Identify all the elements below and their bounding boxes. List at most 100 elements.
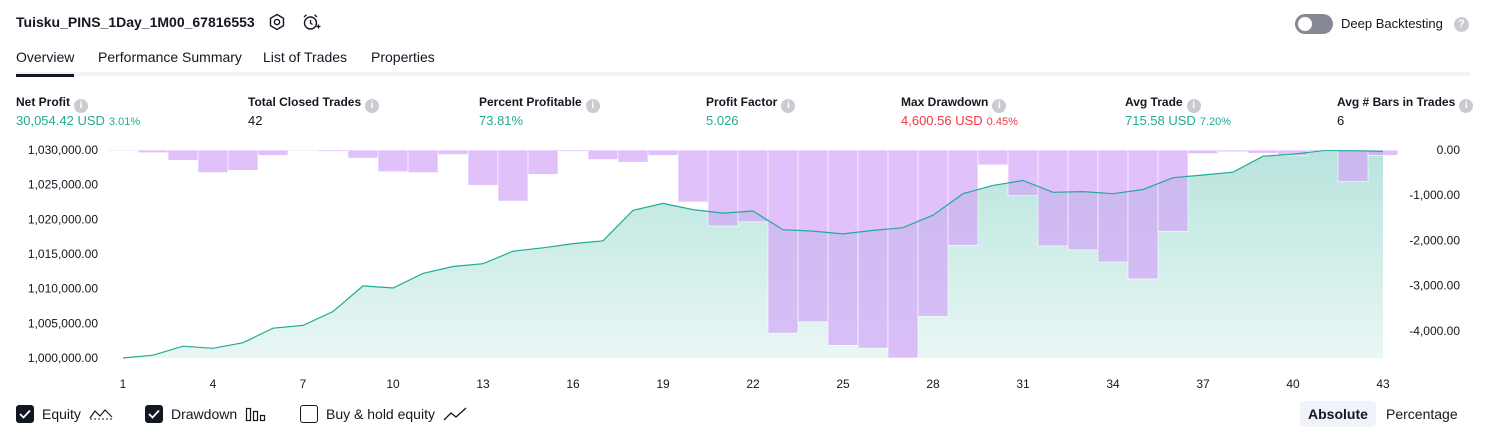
drawdown-bar xyxy=(1218,150,1248,152)
metric-value: 5.026 xyxy=(706,113,739,128)
y-right-tick-label: -2,000.00 xyxy=(1409,233,1460,247)
y-right-tick-label: -1,000.00 xyxy=(1409,188,1460,202)
toggle-knob xyxy=(1298,17,1312,31)
legend-drawdown[interactable]: Drawdown xyxy=(145,402,267,426)
avg-bars-value: 6 xyxy=(1337,113,1344,128)
info-icon[interactable]: i xyxy=(1187,99,1201,113)
metric-value: 73.81% xyxy=(479,113,523,128)
metric-value: 6 xyxy=(1337,113,1344,128)
x-tick-label: 34 xyxy=(1106,377,1120,391)
drawdown-bar xyxy=(1188,150,1218,154)
x-tick-label: 31 xyxy=(1016,377,1030,391)
report-header: Tuisku_PINS_1Day_1M00_67816553 Deep Back… xyxy=(0,0,1486,44)
gear-icon[interactable] xyxy=(267,12,287,32)
tab-list-of-trades[interactable]: List of Trades xyxy=(263,49,347,65)
drawdown-bar xyxy=(1068,150,1098,250)
drawdown-bar xyxy=(588,150,618,160)
y-right-tick-label: 0.00 xyxy=(1437,143,1461,157)
strategy-title: Tuisku_PINS_1Day_1M00_67816553 xyxy=(16,14,255,30)
profit-factor-value: 5.026 xyxy=(706,113,739,128)
drawdown-bar xyxy=(828,150,858,345)
x-tick-label: 28 xyxy=(926,377,940,391)
info-icon[interactable]: i xyxy=(992,99,1006,113)
metric-label: Net Profit xyxy=(16,95,70,109)
drawdown-bar xyxy=(438,150,468,155)
x-tick-label: 19 xyxy=(656,377,670,391)
drawdown-bar xyxy=(1128,150,1158,279)
x-tick-label: 16 xyxy=(566,377,580,391)
report-tabs: Overview Performance Summary List of Tra… xyxy=(16,42,1470,76)
equity-checkbox[interactable] xyxy=(16,405,34,423)
drawdown-label: Drawdown xyxy=(171,406,237,422)
metric-label: Total Closed Trades xyxy=(248,95,361,109)
drawdown-bar xyxy=(138,150,168,153)
drawdown-bar xyxy=(318,150,348,151)
drawdown-bar xyxy=(348,150,378,158)
x-tick-label: 40 xyxy=(1286,377,1300,391)
drawdown-bar xyxy=(768,150,798,333)
y-left-tick-label: 1,015,000.00 xyxy=(28,247,98,261)
metric-value: 715.58 USD 7.20% xyxy=(1125,113,1231,128)
metric-value: 42 xyxy=(248,113,262,128)
buy-hold-label: Buy & hold equity xyxy=(326,406,435,422)
drawdown-bar xyxy=(798,150,828,322)
info-icon[interactable]: i xyxy=(1459,99,1473,113)
avg-trade-value: 715.58 USD xyxy=(1125,113,1196,128)
tab-performance-summary[interactable]: Performance Summary xyxy=(98,49,242,65)
drawdown-bar xyxy=(258,150,288,155)
drawdown-bar xyxy=(1158,150,1188,231)
drawdown-bar xyxy=(528,150,558,174)
info-icon[interactable]: i xyxy=(781,99,795,113)
metric-avg-trade: Avg Trade i 715.58 USD 7.20% xyxy=(1125,93,1201,113)
legend-buy-hold-equity[interactable]: Buy & hold equity xyxy=(300,402,467,426)
deep-backtesting-label: Deep Backtesting xyxy=(1341,16,1443,31)
info-icon[interactable]: i xyxy=(365,99,379,113)
legend-equity[interactable]: Equity xyxy=(16,402,113,426)
y-left-tick-label: 1,020,000.00 xyxy=(28,212,98,226)
info-icon[interactable]: i xyxy=(74,99,88,113)
max-drawdown-value: 4,600.56 USD xyxy=(901,113,983,128)
equity-drawdown-chart[interactable]: 1,030,000.00 1,025,000.00 1,020,000.00 1,01… xyxy=(0,138,1486,396)
metric-value: 30,054.42 USD 3.01% xyxy=(16,113,140,128)
x-tick-label: 37 xyxy=(1196,377,1210,391)
metric-profit-factor: Profit Factor i 5.026 xyxy=(706,93,795,113)
drawdown-bar xyxy=(1338,150,1368,182)
drawdown-bar xyxy=(408,150,438,173)
deep-backtesting-toggle[interactable] xyxy=(1295,14,1333,34)
drawdown-bar xyxy=(378,150,408,172)
drawdown-bar xyxy=(1038,150,1068,246)
drawdown-bar xyxy=(558,150,588,151)
x-tick-label: 10 xyxy=(386,377,400,391)
x-tick-label: 43 xyxy=(1376,377,1390,391)
drawdown-bar xyxy=(618,150,648,162)
tab-overview[interactable]: Overview xyxy=(16,49,74,77)
net-profit-percent: 3.01% xyxy=(109,116,140,128)
y-right-tick-label: -4,000.00 xyxy=(1409,324,1460,338)
total-closed-trades-value: 42 xyxy=(248,113,262,128)
drawdown-checkbox[interactable] xyxy=(145,405,163,423)
x-tick-label: 22 xyxy=(746,377,760,391)
drawdown-bar xyxy=(1098,150,1128,262)
drawdown-bar xyxy=(648,150,678,155)
metric-net-profit: Net Profit i 30,054.42 USD 3.01% xyxy=(16,93,88,113)
drawdown-bar xyxy=(678,150,708,202)
drawdown-bar xyxy=(858,150,888,348)
question-icon[interactable]: ? xyxy=(1454,17,1469,32)
avg-trade-percent: 7.20% xyxy=(1200,116,1231,128)
info-icon[interactable]: i xyxy=(586,99,600,113)
metric-avg-bars-in-trades: Avg # Bars in Trades i 6 xyxy=(1337,93,1473,113)
x-tick-label: 13 xyxy=(476,377,490,391)
x-tick-label: 1 xyxy=(120,377,127,391)
drawdown-bar xyxy=(948,150,978,245)
y-left-tick-label: 1,030,000.00 xyxy=(28,143,98,157)
alarm-add-icon[interactable] xyxy=(301,12,321,32)
buy-hold-checkbox[interactable] xyxy=(300,405,318,423)
tab-properties[interactable]: Properties xyxy=(371,49,435,65)
metric-label: Max Drawdown xyxy=(901,95,988,109)
percentage-button[interactable]: Percentage xyxy=(1378,401,1466,427)
metric-label: Percent Profitable xyxy=(479,95,582,109)
absolute-button[interactable]: Absolute xyxy=(1300,401,1376,427)
drawdown-bar xyxy=(108,150,138,151)
metric-percent-profitable: Percent Profitable i 73.81% xyxy=(479,93,600,113)
y-left-tick-label: 1,005,000.00 xyxy=(28,316,98,330)
